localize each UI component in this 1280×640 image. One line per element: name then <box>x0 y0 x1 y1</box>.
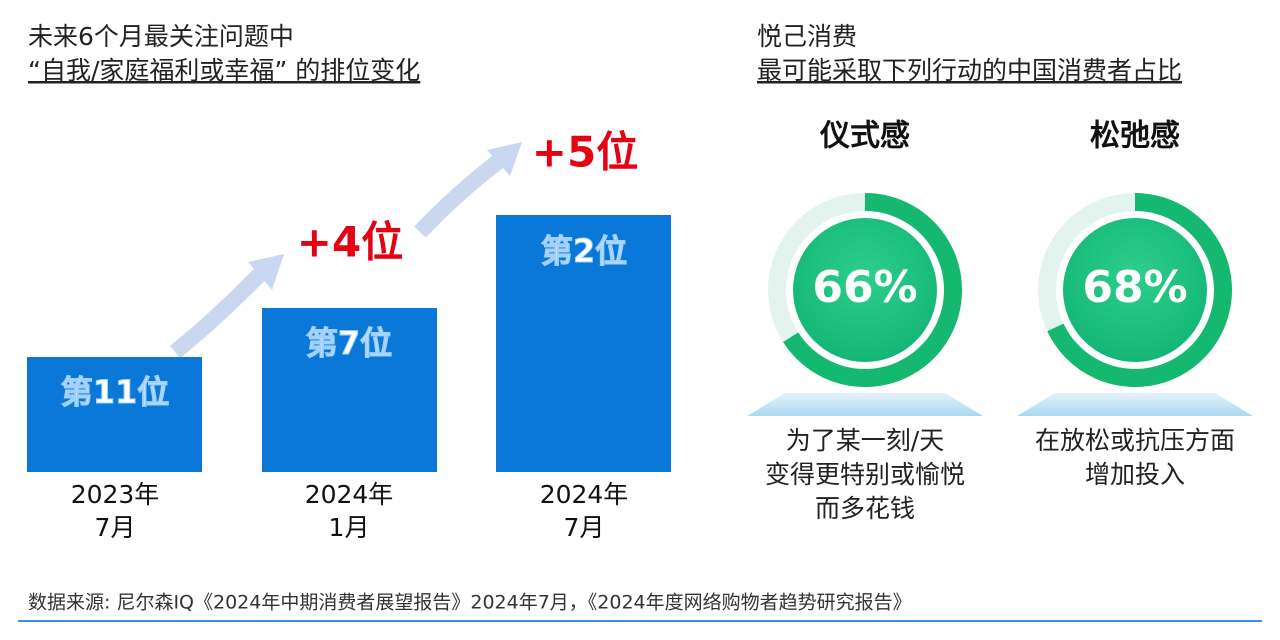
caption: 在放松或抗压方面 <box>1035 426 1235 455</box>
source: 数据来源: 尼尔森IQ《2024年中期消费者展望报告》2024年7月，《2024… <box>28 592 912 614</box>
left-subtitle: “自我/家庭福利或幸福” 的排位变化 <box>28 56 420 85</box>
gauge-title: 松弛感 <box>1090 119 1180 154</box>
rank-change: +5位 <box>532 128 638 177</box>
rank-label: 第11位 <box>61 373 170 411</box>
period: 2024年 <box>540 480 629 509</box>
platform <box>1017 393 1253 416</box>
rank-bar <box>27 357 202 472</box>
caption: 增加投入 <box>1085 460 1185 489</box>
arrow-head <box>248 254 284 290</box>
caption: 而多花钱 <box>815 494 915 523</box>
platform <box>747 393 983 416</box>
gauge-disc <box>1063 218 1207 362</box>
rank-label: 第7位 <box>306 324 392 362</box>
gauge-arc <box>1047 193 1232 387</box>
period: 1月 <box>329 513 370 542</box>
arrow <box>170 266 268 359</box>
gauge-arc <box>783 193 962 387</box>
rank-bar <box>496 215 671 472</box>
rank-label: 第2位 <box>541 232 627 270</box>
period: 7月 <box>564 513 605 542</box>
period: 2023年 <box>71 480 160 509</box>
gauge-title: 仪式感 <box>819 119 910 154</box>
period: 2024年 <box>305 480 394 509</box>
period: 7月 <box>95 513 136 542</box>
right-title: 悦己消费 <box>757 22 857 51</box>
left-title: 未来6个月最关注问题中 <box>28 22 294 51</box>
caption: 变得更特别或愉悦 <box>765 460 965 489</box>
right-subtitle: 最可能采取下列行动的中国消费者占比 <box>757 56 1182 85</box>
rank-bar <box>262 308 437 472</box>
arrow <box>414 153 505 238</box>
rank-change: +4位 <box>297 218 403 267</box>
gauge-disc <box>793 218 937 362</box>
gauge-label: 66% <box>812 262 917 313</box>
arrow-head <box>487 142 522 176</box>
gauge-label: 68% <box>1082 262 1187 313</box>
caption: 为了某一刻/天 <box>786 426 944 455</box>
